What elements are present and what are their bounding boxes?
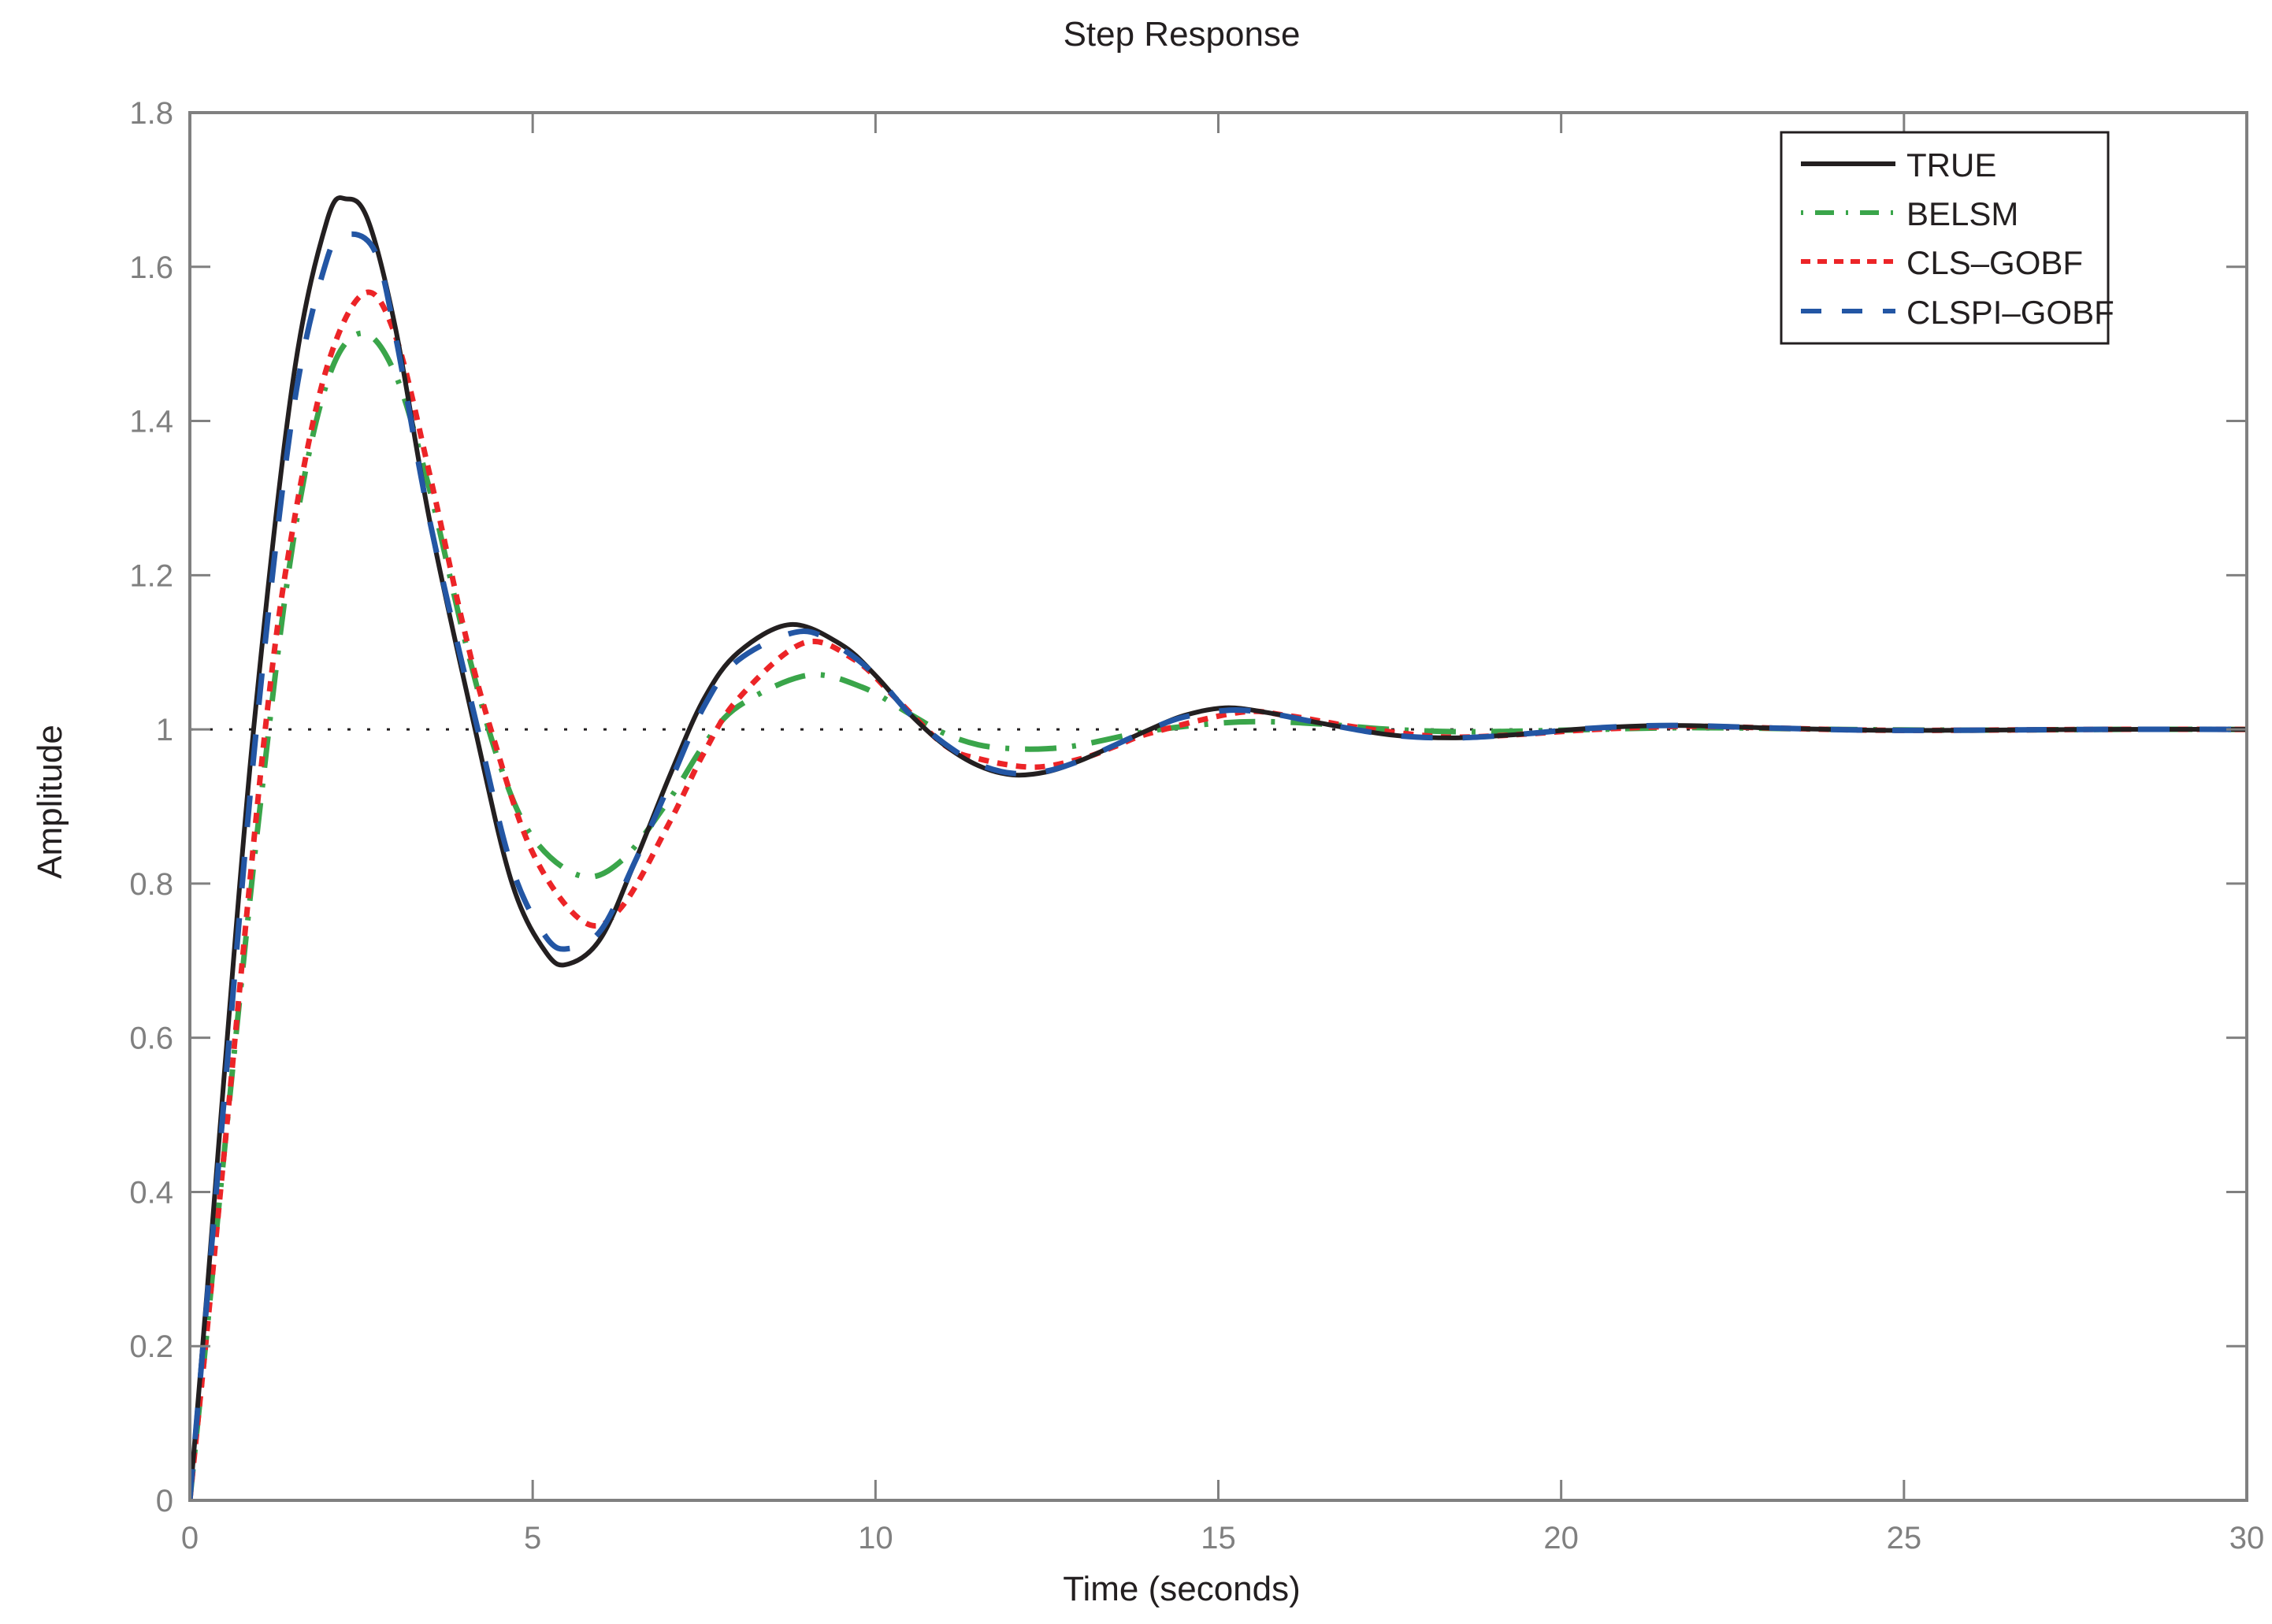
y-tick-labels: 0 0.2 0.4 0.6 0.8 1 1.2 1.4 1.6 1.8 [129,96,173,1518]
x-tick-label: 10 [858,1521,893,1555]
legend-label-true: TRUE [1906,146,1996,184]
legend-label-clspi-gobf: CLSPI–GOBF [1906,294,2114,331]
series-clspi-gobfline [190,231,2247,1500]
y-tick-label: 0.4 [129,1175,173,1210]
y-tick-label: 0.2 [129,1329,173,1364]
x-tick-labels: 0 5 10 15 20 25 30 [181,1521,2264,1555]
y-tick-label: 0 [156,1484,173,1518]
y-tick-label: 1.2 [129,558,173,593]
legend-item-cls-gobf: CLS–GOBF [1801,244,2083,281]
y-tick-label: 1 [156,713,173,747]
y-tick-label: 1.6 [129,250,173,285]
legend-label-belsm: BELSM [1906,195,2018,232]
y-axis-label: Amplitude [31,725,69,879]
legend-item-true: TRUE [1801,146,1996,184]
legend: TRUE BELSM CLS–GOBF CLSPI–GOBF [1780,131,2114,345]
tick-marks [188,111,2248,1502]
legend-item-clspi-gobf: CLSPI–GOBF [1801,294,2114,331]
y-tick-label: 0.6 [129,1021,173,1056]
x-tick-label: 25 [1887,1521,1922,1555]
x-tick-label: 0 [181,1521,199,1555]
x-tick-label: 20 [1543,1521,1579,1555]
y-tick-label: 1.4 [129,405,173,439]
y-tick-label: 0.8 [129,867,173,902]
legend-label-cls-gobf: CLS–GOBF [1906,244,2083,281]
chart-title: Step Response [1064,15,1301,54]
x-tick-label: 5 [524,1521,541,1555]
y-tick-label: 1.8 [129,96,173,131]
x-tick-label: 15 [1201,1521,1236,1555]
series-layer [190,195,2247,1500]
legend-box [1780,131,2110,345]
series-trueline [190,195,2247,1500]
x-axis-label: Time (seconds) [1063,1570,1301,1608]
legend-item-belsm: BELSM [1801,195,2018,232]
x-tick-label: 30 [2229,1521,2265,1555]
